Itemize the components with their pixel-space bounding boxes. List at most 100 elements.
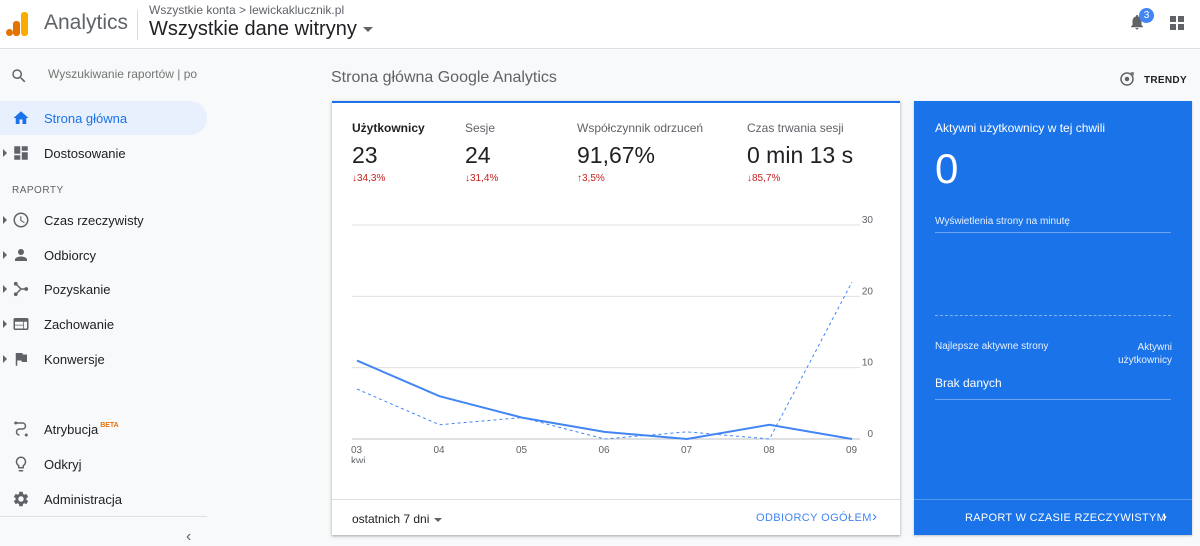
metric-tab-bounce-rate[interactable]: Współczynnik odrzuceń 91,67% ↑3,5% [577, 121, 703, 184]
sidebar-item-home[interactable]: Strona główna [0, 101, 207, 135]
metric-label: Współczynnik odrzuceń [577, 121, 704, 135]
metric-label: Użytkownicy [352, 121, 425, 135]
caret-down-icon [362, 27, 373, 33]
audience-overview-link[interactable]: ODBIORCY OGÓŁEM [756, 512, 872, 524]
previous-period-line [356, 281, 853, 440]
sidebar: Strona główna Dostosowanie RAPORTY Czas … [0, 50, 220, 545]
sidebar-item-discover[interactable]: Odkryj [0, 447, 207, 481]
property-selector[interactable]: Wszystkie dane witryny [149, 18, 373, 41]
metric-value: 23 [352, 142, 378, 168]
sidebar-item-label: Zachowanie [44, 317, 115, 332]
metric-tab-users[interactable]: Użytkownicy 23 ↓34,3% [352, 121, 425, 184]
chevron-right-icon[interactable]: › [872, 508, 877, 525]
gear-icon [13, 491, 29, 507]
sidebar-item-conversions[interactable]: Konwersje [0, 342, 207, 376]
divider [935, 399, 1171, 400]
audience-overview-card: Użytkownicy 23 ↓34,3% Sesje 24 ↓31,4% Ws… [332, 101, 900, 535]
sidebar-item-attribution[interactable]: Atrybucja BETA [0, 412, 207, 446]
metric-delta: ↓34,3% [352, 173, 386, 184]
card-accent-line [332, 101, 900, 103]
current-period-line [356, 359, 853, 441]
sidebar-item-realtime[interactable]: Czas rzeczywisty [0, 203, 207, 237]
sidebar-item-label: Strona główna [44, 111, 128, 126]
metric-tab-session-duration[interactable]: Czas trwania sesji 0 min 13 s ↓85,7% [747, 121, 853, 184]
expand-arrow-icon [3, 149, 7, 157]
sidebar-item-label: Dostosowanie [44, 146, 126, 161]
metric-delta: ↓85,7% [747, 173, 781, 184]
sidebar-item-behavior[interactable]: Zachowanie [0, 307, 207, 341]
breadcrumb[interactable]: Wszystkie konta > lewickakluсznik.pl [149, 3, 344, 17]
date-range-selector[interactable]: ostatnich 7 dni [352, 512, 443, 526]
sidebar-item-acquisition[interactable]: Pozyskanie [0, 272, 207, 306]
y-tick-label: 10 [862, 358, 874, 369]
y-tick-label: 30 [862, 215, 874, 226]
x-tick-label: 04 [434, 445, 446, 456]
metric-delta: ↑3,5% [577, 173, 605, 184]
realtime-active-count: 0 [935, 145, 959, 192]
realtime-report-link[interactable]: RAPORT W CZASIE RZECZYWISTYM [965, 512, 1167, 524]
beta-badge: BETA [100, 422, 119, 429]
metric-label: Czas trwania sesji [747, 121, 844, 135]
sidebar-item-label: Czas rzeczywisty [44, 213, 144, 228]
realtime-card: Aktywni użytkownicy w tej chwili 0 Wyświ… [914, 101, 1192, 535]
acquisition-icon [13, 281, 29, 297]
breadcrumb-root[interactable]: Wszystkie konta [149, 3, 236, 17]
metric-tab-sessions[interactable]: Sesje 24 ↓31,4% [465, 121, 498, 184]
apps-grid-icon[interactable] [1170, 16, 1184, 30]
metric-label: Sesje [465, 121, 496, 135]
realtime-title: Aktywni użytkownicy w tej chwili [935, 121, 1106, 135]
sidebar-item-label: Konwersje [44, 352, 105, 367]
search-icon [12, 69, 26, 83]
metric-value: 91,67% [577, 142, 656, 168]
top-pages-header: Najlepsze aktywne strony [935, 341, 1049, 352]
breadcrumb-account[interactable]: lewickakluсznik.pl [249, 3, 345, 17]
collapse-sidebar-chevron-icon[interactable]: ‹ [186, 528, 192, 545]
search-input[interactable] [48, 67, 208, 81]
x-tick-label: 07 [681, 445, 693, 456]
clock-icon [13, 212, 29, 228]
date-range-label: ostatnich 7 dni [352, 512, 430, 526]
pageviews-per-minute-label: Wyświetlenia strony na minutę [935, 216, 1070, 227]
page-title: Strona główna Google Analytics [331, 69, 557, 86]
x-tick-label: 05 [516, 445, 528, 456]
x-tick-label: 03 [351, 445, 363, 456]
divider [935, 232, 1171, 233]
y-tick-label: 0 [867, 429, 873, 440]
sidebar-item-label: Pozyskanie [44, 282, 111, 297]
expand-arrow-icon [3, 355, 7, 363]
trends-label: TRENDY [1144, 75, 1187, 86]
report-search[interactable] [0, 58, 220, 94]
sidebar-item-label: Odbiorcy [44, 248, 97, 263]
breadcrumb-separator: > [239, 3, 247, 17]
home-icon [13, 111, 29, 124]
trends-icon [1120, 72, 1134, 86]
sidebar-item-admin[interactable]: Administracja [0, 482, 207, 516]
attribution-label: Atrybucja [44, 422, 99, 437]
person-icon [15, 249, 27, 261]
chevron-right-icon[interactable]: › [1162, 508, 1167, 525]
x-tick-label: 08 [764, 445, 776, 456]
expand-arrow-icon [3, 285, 7, 293]
sidebar-item-customization[interactable]: Dostosowanie [0, 136, 207, 170]
caret-down-icon [434, 517, 443, 522]
pageviews-baseline [935, 315, 1171, 316]
top-bar: Analytics Wszystkie konta > lewickakluсz… [0, 0, 1200, 49]
no-data-text: Brak danych [935, 376, 1002, 390]
metric-delta: ↓31,4% [465, 173, 499, 184]
app-name[interactable]: Analytics [44, 11, 129, 34]
expand-arrow-icon [3, 320, 7, 328]
reports-section-label: RAPORTY [12, 185, 64, 196]
lightbulb-icon [15, 456, 27, 472]
x-tick-label: 06 [599, 445, 611, 456]
users-line-chart: 0 10 20 30 03 04 05 06 07 08 09 kwi [351, 215, 874, 463]
behavior-icon [13, 318, 29, 330]
sidebar-item-label: Atrybucja BETA [44, 422, 119, 437]
card-footer-divider [914, 499, 1192, 500]
sidebar-item-audience[interactable]: Odbiorcy [0, 238, 207, 272]
flag-icon [15, 353, 27, 366]
attribution-icon [14, 421, 28, 437]
analytics-logo-icon[interactable] [6, 12, 30, 36]
sidebar-item-label: Odkryj [44, 457, 82, 472]
sidebar-divider [0, 516, 207, 517]
header-divider [137, 10, 138, 40]
